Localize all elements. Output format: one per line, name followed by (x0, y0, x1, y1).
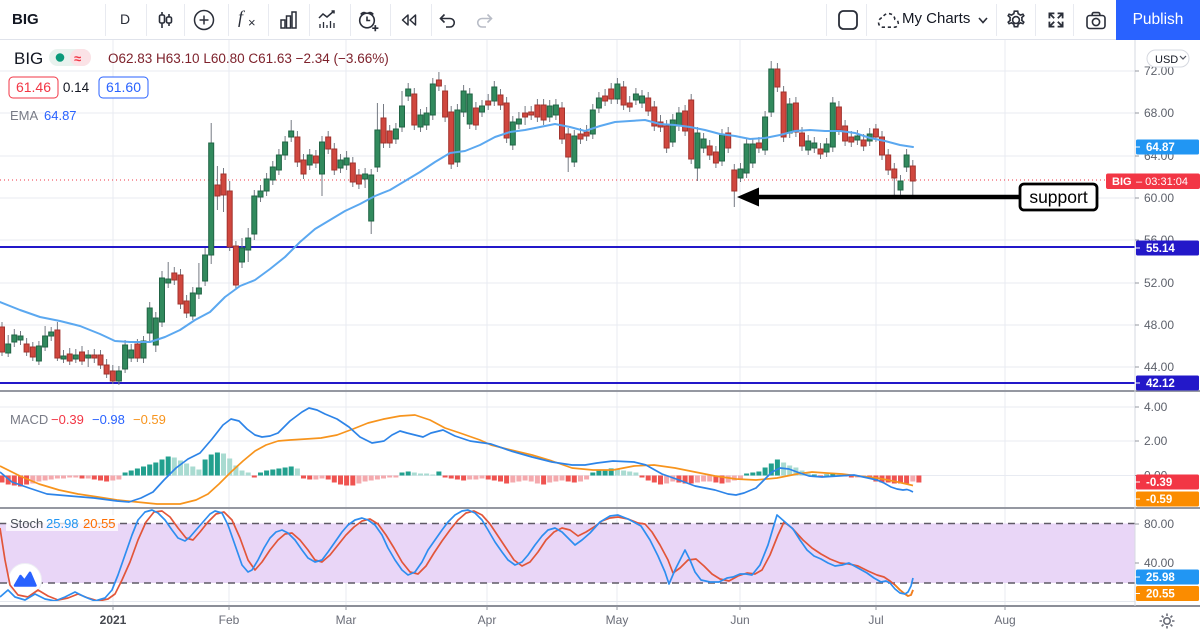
svg-text:44.00: 44.00 (1144, 360, 1174, 374)
svg-text:20.55: 20.55 (83, 516, 116, 531)
svg-text:Aug: Aug (994, 613, 1015, 627)
svg-text:2.00: 2.00 (1144, 434, 1168, 448)
svg-text:Stoch: Stoch (10, 516, 43, 531)
svg-text:−0.59: −0.59 (133, 412, 166, 427)
svg-text:20.55: 20.55 (1146, 589, 1175, 601)
svg-text:25.98: 25.98 (1146, 572, 1175, 584)
svg-text:0.14: 0.14 (63, 80, 90, 95)
svg-text:2021: 2021 (100, 613, 127, 627)
svg-text:55.14: 55.14 (1146, 243, 1175, 255)
svg-text:Jun: Jun (730, 613, 749, 627)
svg-text:60.00: 60.00 (1144, 191, 1174, 205)
svg-text:64.87: 64.87 (44, 108, 77, 123)
svg-text:52.00: 52.00 (1144, 276, 1174, 290)
svg-text:68.00: 68.00 (1144, 106, 1174, 120)
svg-text:25.98: 25.98 (46, 516, 79, 531)
svg-text:EMA: EMA (10, 108, 39, 123)
svg-text:64.87: 64.87 (1146, 142, 1175, 154)
svg-text:4.00: 4.00 (1144, 400, 1168, 414)
svg-text:-0.59: -0.59 (1146, 494, 1172, 506)
svg-text:−0.98: −0.98 (92, 412, 125, 427)
svg-text:USD: USD (1155, 54, 1178, 66)
svg-text:42.12: 42.12 (1146, 378, 1175, 390)
svg-text:BIG: BIG (1112, 176, 1132, 188)
svg-text:80.00: 80.00 (1144, 517, 1174, 531)
svg-text:Feb: Feb (219, 613, 240, 627)
svg-text:40.00: 40.00 (1144, 556, 1174, 570)
svg-text:61.46: 61.46 (16, 79, 51, 95)
svg-text:May: May (606, 613, 629, 627)
svg-text:Jul: Jul (868, 613, 883, 627)
svg-text:O62.83 H63.10 L60.80 C61.63 −2: O62.83 H63.10 L60.80 C61.63 −2.34 (−3.66… (108, 51, 389, 66)
svg-text:-0.39: -0.39 (1146, 477, 1172, 489)
svg-text:61.60: 61.60 (106, 79, 141, 95)
svg-text:MACD: MACD (10, 412, 48, 427)
svg-text:– 03:31:04: – 03:31:04 (1136, 176, 1188, 188)
svg-text:BIG: BIG (14, 49, 43, 68)
svg-text:≈: ≈ (74, 51, 81, 66)
svg-text:support: support (1029, 187, 1088, 207)
svg-text:Mar: Mar (336, 613, 357, 627)
svg-text:48.00: 48.00 (1144, 318, 1174, 332)
svg-text:Apr: Apr (478, 613, 497, 627)
svg-text:−0.39: −0.39 (51, 412, 84, 427)
